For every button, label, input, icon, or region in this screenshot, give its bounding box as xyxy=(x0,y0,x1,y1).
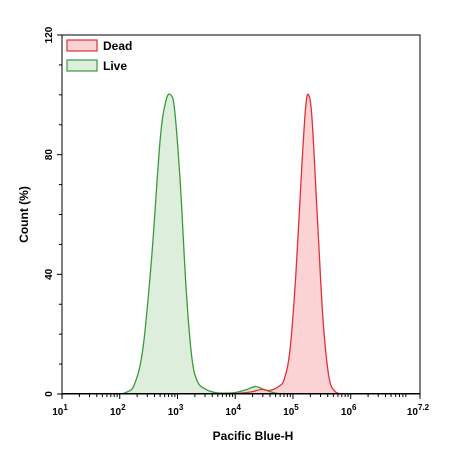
y-tick-label-1: 40 xyxy=(44,268,55,280)
series-live-area xyxy=(119,94,282,394)
line-layer xyxy=(62,93,420,395)
series-dead-line xyxy=(229,93,343,395)
series-dead-area xyxy=(229,94,343,395)
legend-label-dead: Dead xyxy=(103,39,132,53)
plot-frame xyxy=(61,34,421,395)
x-tick-label-1: 102 xyxy=(110,403,126,418)
x-tick-label-5: 106 xyxy=(341,403,357,418)
y-tick-label-3: 120 xyxy=(44,26,55,43)
x-tick-label-4: 105 xyxy=(283,403,299,418)
x-tick-label-3: 104 xyxy=(225,403,241,418)
legend-label-live: Live xyxy=(103,59,127,73)
legend-swatch-dead xyxy=(66,39,98,52)
series-live-line xyxy=(119,93,282,395)
y-axis-title: Count (%) xyxy=(17,186,31,243)
x-tick-label-0: 101 xyxy=(52,403,68,418)
x-axis-title: Pacific Blue-H xyxy=(213,429,294,443)
tick-layer: 101 102 103 104 105 106 107.2 0 40 80 120 xyxy=(44,26,430,418)
y-tick-label-2: 80 xyxy=(44,149,55,161)
x-tick-label-2: 103 xyxy=(168,403,184,418)
fill-layer xyxy=(119,94,343,395)
x-tick-label-6: 107.2 xyxy=(407,403,430,418)
legend: Dead Live xyxy=(66,39,132,73)
y-tick-label-0: 0 xyxy=(44,391,55,397)
legend-swatch-live xyxy=(66,59,98,72)
